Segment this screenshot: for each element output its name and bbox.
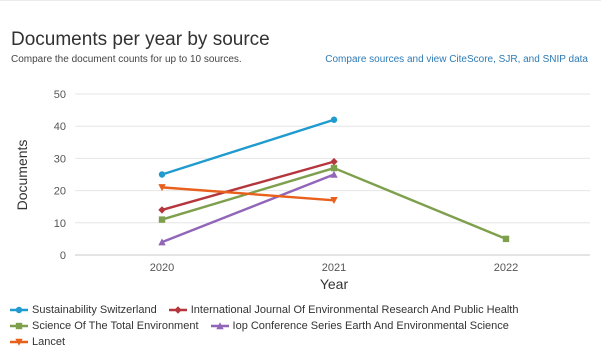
series-0 [158, 116, 338, 178]
x-tick-label: 2022 [494, 262, 518, 274]
series-line [161, 173, 335, 244]
chart-legend: Sustainability Switzerland International… [10, 302, 595, 350]
legend-swatch-marker [15, 322, 23, 330]
data-point[interactable] [330, 197, 338, 204]
y-tick-label: 0 [60, 250, 66, 262]
legend-swatch-triangle-down-icon [10, 338, 28, 346]
legend-label: Science Of The Total Environment [32, 320, 199, 332]
legend-item-sustainability-switzerland[interactable]: Sustainability Switzerland [10, 304, 157, 316]
y-tick-label: 10 [54, 218, 66, 230]
y-tick-label: 50 [54, 89, 66, 101]
legend-swatch-circle-icon [10, 306, 28, 314]
series-1 [158, 157, 338, 214]
page-title: Documents per year by source [11, 29, 270, 50]
legend-swatch-marker [15, 338, 23, 346]
data-point[interactable] [158, 206, 166, 214]
data-point[interactable] [330, 170, 338, 178]
series-line [161, 118, 335, 176]
x-tick-label: 2021 [322, 262, 346, 274]
legend-row: Lancet [10, 334, 595, 350]
x-axis-label: Year [320, 276, 349, 292]
x-tick-label: 2020 [150, 262, 174, 274]
series-line [161, 160, 335, 212]
legend-label: Sustainability Switzerland [32, 304, 157, 316]
y-axis-label: Documents [14, 140, 30, 211]
series-4 [158, 184, 338, 204]
legend-swatch-marker [15, 306, 23, 314]
data-point[interactable] [158, 184, 166, 192]
data-point[interactable] [330, 164, 338, 172]
page-subtitle: Compare the document counts for up to 10… [11, 54, 242, 65]
data-point[interactable] [158, 216, 166, 223]
series-lines [158, 116, 510, 246]
legend-item-ijerph[interactable]: International Journal Of Environmental R… [168, 304, 519, 316]
legend-swatch-square-icon [10, 322, 28, 330]
compare-sources-link[interactable]: Compare sources and view CiteScore, SJR,… [325, 54, 588, 65]
grid-lines [75, 93, 590, 256]
y-tick-labels: 0 10 20 30 40 50 [54, 89, 66, 262]
y-tick-label: 20 [54, 186, 66, 198]
legend-swatch-marker [174, 306, 182, 314]
y-tick-label: 40 [54, 121, 66, 133]
legend-item-iop-conference[interactable]: Iop Conference Series Earth And Environm… [210, 320, 509, 332]
data-point[interactable] [158, 171, 166, 178]
legend-label: Iop Conference Series Earth And Environm… [232, 320, 509, 332]
data-point[interactable] [502, 235, 510, 243]
y-tick-label: 30 [54, 153, 66, 165]
data-point[interactable] [330, 116, 338, 123]
documents-line-chart: 0 10 20 30 40 50 2020 2021 2022 Year Documents [14, 89, 590, 292]
legend-swatch-diamond-icon [168, 306, 187, 314]
data-point[interactable] [158, 238, 166, 246]
legend-row: Science Of The Total Environment Iop Con… [10, 318, 595, 334]
series-line [161, 186, 335, 202]
top-divider [0, 0, 601, 7]
series-2 [158, 164, 510, 243]
legend-row: Sustainability Switzerland International… [10, 302, 595, 318]
legend-item-lancet[interactable]: Lancet [10, 336, 65, 348]
x-tick-labels: 2020 2021 2022 [150, 262, 518, 274]
legend-swatch-triangle-icon [210, 322, 229, 330]
legend-swatch-marker [215, 322, 224, 330]
legend-label: International Journal Of Environmental R… [190, 304, 519, 316]
legend-item-science-total-environment[interactable]: Science Of The Total Environment [10, 320, 199, 332]
series-3 [158, 170, 338, 246]
legend-label: Lancet [32, 336, 66, 348]
data-point[interactable] [330, 157, 338, 166]
